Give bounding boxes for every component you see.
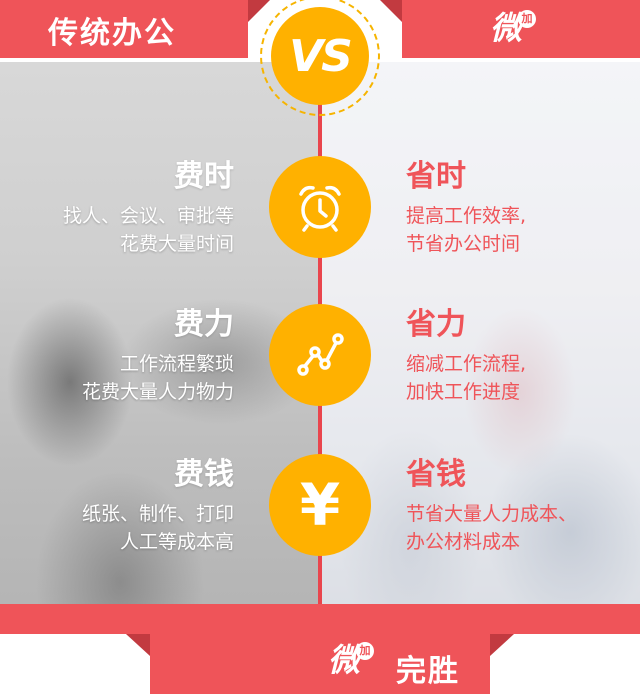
vs-dashed-ring — [260, 0, 380, 116]
left-item-desc-line: 纸张、制作、打印 — [81, 503, 234, 525]
alarm-clock-icon — [269, 156, 371, 258]
left-item-desc-line: 花费大量人力物力 — [81, 381, 234, 403]
right-item-desc-line: 办公材料成本 — [406, 531, 521, 553]
right-item-effort: 省力 缩减工作流程, 加快工作进度 — [406, 308, 526, 406]
weijia-logo: 微 加 — [490, 9, 537, 47]
left-item-money: 费钱 纸张、制作、打印 人工等成本高 — [82, 458, 234, 556]
right-item-title: 省力 — [406, 307, 466, 342]
logo-main-char: 微 — [490, 9, 523, 47]
victory-banner: 微 加 完胜 — [150, 634, 490, 694]
weijia-logo: 微 加 — [328, 641, 375, 679]
right-item-desc-line: 缩减工作流程, — [406, 353, 527, 375]
ribbon-fold — [126, 634, 150, 656]
right-item-desc-line: 节省办公时间 — [406, 233, 521, 255]
bottom-ribbon — [0, 604, 640, 634]
left-item-title: 费时 — [174, 159, 234, 194]
logo-main-char: 微 — [328, 641, 361, 679]
banner-fold — [380, 0, 402, 22]
banner-fold — [248, 0, 270, 22]
right-item-title: 省钱 — [406, 457, 466, 492]
vs-badge: VS — [271, 7, 369, 105]
left-item-desc-line: 花费大量时间 — [119, 233, 234, 255]
left-item-desc-line: 工作流程繁琐 — [119, 353, 234, 375]
traditional-office-background — [0, 62, 320, 634]
left-item-desc-line: 找人、会议、审批等 — [62, 205, 234, 227]
left-item-desc-line: 人工等成本高 — [119, 531, 234, 553]
left-item-effort: 费力 工作流程繁琐 花费大量人力物力 — [82, 308, 234, 406]
right-item-money: 省钱 节省大量人力成本、 办公材料成本 — [406, 458, 577, 556]
right-item-desc-line: 加快工作进度 — [406, 381, 521, 403]
left-item-title: 费钱 — [174, 457, 234, 492]
logo-badge: 加 — [356, 642, 375, 660]
logo-badge: 加 — [518, 10, 537, 28]
ribbon-fold — [490, 634, 514, 656]
right-item-title: 省时 — [406, 159, 466, 194]
traditional-office-title: 传统办公 — [48, 16, 176, 51]
traditional-office-banner: 传统办公 — [0, 0, 248, 58]
yen-icon: ¥ — [269, 454, 371, 556]
right-item-desc-line: 节省大量人力成本、 — [406, 503, 578, 525]
right-item-time: 省时 提高工作效率, 节省办公时间 — [406, 160, 526, 258]
left-item-time: 费时 找人、会议、审批等 花费大量时间 — [63, 160, 234, 258]
yen-symbol: ¥ — [299, 471, 341, 539]
weijia-banner: 微 加 — [402, 0, 640, 58]
left-item-title: 费力 — [174, 307, 234, 342]
trend-line-icon — [269, 304, 371, 406]
weijia-office-background — [320, 62, 640, 634]
right-item-desc-line: 提高工作效率, — [406, 205, 527, 227]
victory-text: 完胜 — [396, 654, 460, 689]
